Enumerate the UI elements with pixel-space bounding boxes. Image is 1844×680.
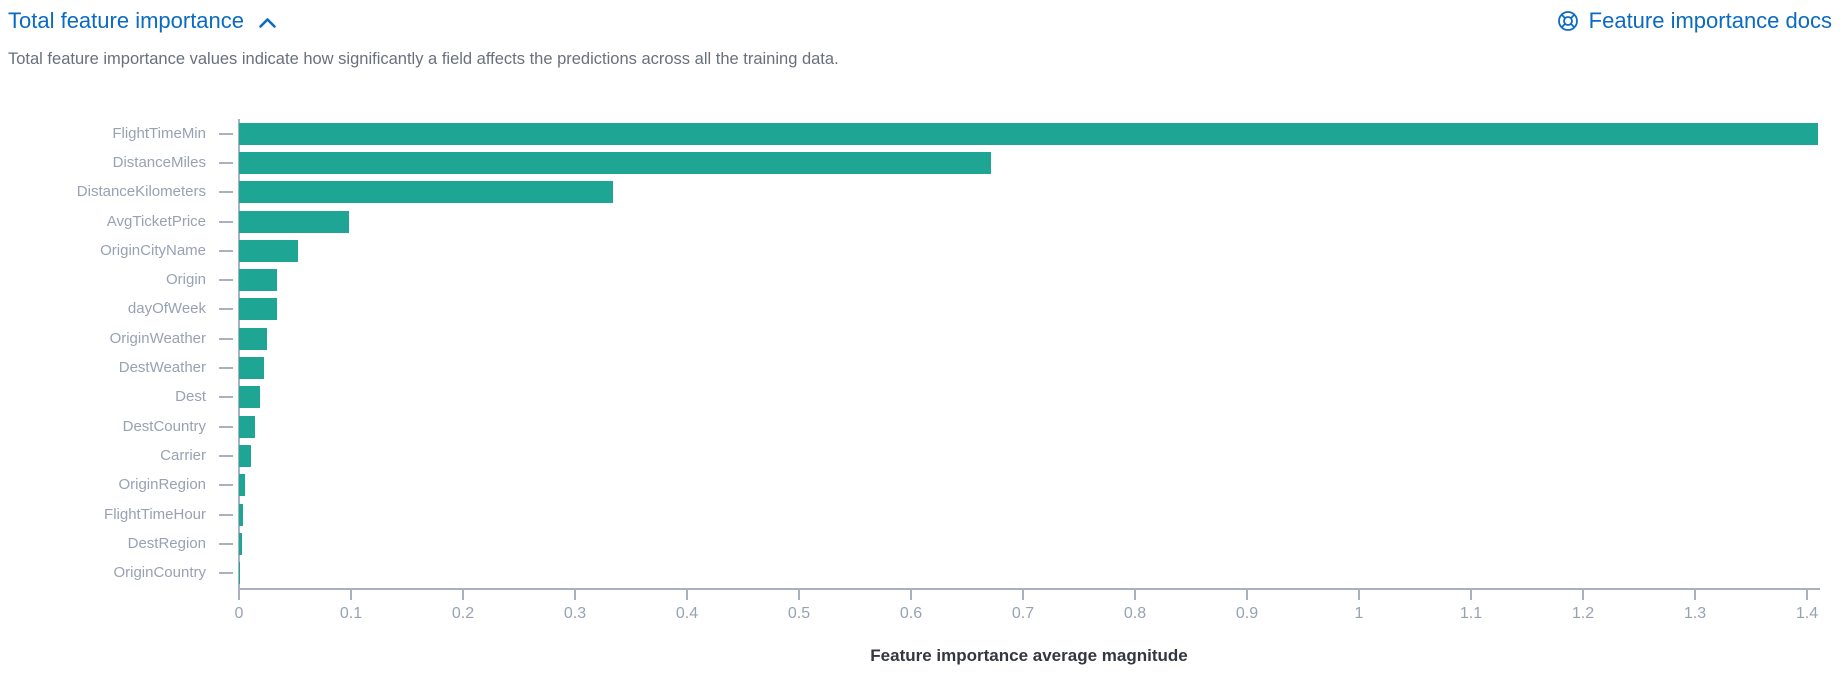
bar-Dest[interactable]: [239, 386, 261, 409]
y-axis-tick: [219, 425, 233, 428]
x-axis-tick-label: 1.2: [1571, 604, 1595, 622]
y-axis-tick: [219, 484, 233, 487]
x-axis-tick: [798, 587, 800, 600]
y-axis-label-OriginCityName: OriginCityName: [100, 241, 206, 259]
x-axis-tick: [1134, 587, 1136, 600]
y-axis-tick: [219, 220, 233, 223]
y-axis-label-Origin: Origin: [165, 271, 206, 289]
y-axis-line: [238, 119, 240, 588]
docs-link-label: Feature importance docs: [1588, 8, 1832, 33]
bar-DistanceMiles[interactable]: [239, 151, 991, 174]
bar-dayOfWeek[interactable]: [239, 298, 278, 321]
x-axis-tick: [350, 587, 352, 600]
x-axis-tick-label: 0: [234, 604, 244, 622]
y-axis-tick: [219, 279, 233, 282]
lifebuoy-icon: [1556, 9, 1580, 33]
y-axis-label-DestRegion: DestRegion: [127, 534, 206, 552]
y-axis-tick: [219, 191, 233, 194]
x-axis-tick-label: 0.3: [563, 604, 587, 622]
x-axis-tick: [1694, 587, 1696, 600]
x-axis-tick-label: 0.7: [1011, 604, 1035, 622]
y-axis-tick: [219, 572, 233, 575]
x-axis-line: [238, 587, 1820, 590]
y-axis-label-DestWeather: DestWeather: [118, 359, 206, 377]
bar-OriginRegion[interactable]: [239, 474, 245, 497]
y-axis-tick: [219, 367, 233, 370]
y-axis-label-FlightTimeMin: FlightTimeMin: [112, 124, 206, 142]
bar-OriginWeather[interactable]: [239, 327, 267, 350]
y-axis-label-DistanceKilometers: DistanceKilometers: [76, 183, 206, 201]
bar-DestRegion[interactable]: [239, 532, 243, 555]
x-axis-tick-label: 0.6: [899, 604, 923, 622]
x-axis-tick: [1022, 587, 1024, 600]
x-axis-tick-label: 1.4: [1795, 604, 1819, 622]
x-axis-tick-label: 0.5: [787, 604, 811, 622]
bar-FlightTimeMin[interactable]: [239, 122, 1819, 145]
x-axis-tick-label: 0.1: [339, 604, 363, 622]
x-axis-tick: [910, 587, 912, 600]
x-axis-tick-label: 1.1: [1459, 604, 1483, 622]
y-axis-tick: [219, 308, 233, 311]
bar-DestWeather[interactable]: [239, 357, 264, 380]
y-axis-tick: [219, 542, 233, 545]
y-axis-label-AvgTicketPrice: AvgTicketPrice: [106, 212, 206, 230]
x-axis-tick: [238, 587, 240, 600]
x-axis-tick-label: 0.9: [1235, 604, 1259, 622]
x-axis-tick: [1582, 587, 1584, 600]
y-axis-tick: [219, 454, 233, 457]
x-axis-tick: [462, 587, 464, 600]
page-title: Total feature importance: [8, 8, 245, 33]
x-axis-tick-label: 1.3: [1683, 604, 1707, 622]
bar-DistanceKilometers[interactable]: [239, 181, 614, 204]
chevron-up-icon[interactable]: [258, 16, 277, 30]
x-axis-tick-label: 0.4: [675, 604, 699, 622]
bar-Carrier[interactable]: [239, 444, 252, 467]
y-axis-tick: [219, 132, 233, 135]
y-axis-label-OriginWeather: OriginWeather: [109, 329, 206, 347]
x-axis-tick: [1470, 587, 1472, 600]
y-axis-tick: [219, 396, 233, 399]
bar-AvgTicketPrice[interactable]: [239, 210, 349, 233]
section-description: Total feature importance values indicate…: [8, 50, 839, 68]
x-axis-tick-label: 0.2: [451, 604, 475, 622]
x-axis-tick: [1358, 587, 1360, 600]
y-axis-tick: [219, 337, 233, 340]
y-axis-label-Carrier: Carrier: [160, 446, 206, 464]
x-axis-tick-label: 1: [1354, 604, 1364, 622]
x-axis-tick-label: 0.8: [1123, 604, 1147, 622]
x-axis-title: Feature importance average magnitude: [870, 645, 1188, 665]
y-axis-tick: [219, 513, 233, 516]
bar-FlightTimeHour[interactable]: [239, 503, 244, 526]
section-toggle[interactable]: Total feature importance: [8, 6, 277, 36]
y-axis-label-OriginCountry: OriginCountry: [113, 564, 206, 582]
y-axis-label-OriginRegion: OriginRegion: [118, 476, 206, 494]
y-axis-label-Dest: Dest: [175, 388, 206, 406]
bar-Origin[interactable]: [239, 269, 278, 292]
x-axis-tick: [1806, 587, 1808, 600]
x-axis-tick: [574, 587, 576, 600]
y-axis-label-DestCountry: DestCountry: [122, 417, 206, 435]
bar-OriginCityName[interactable]: [239, 239, 299, 262]
y-axis-label-FlightTimeHour: FlightTimeHour: [104, 505, 206, 523]
feature-importance-docs-link[interactable]: Feature importance docs: [1556, 6, 1832, 36]
y-axis-label-dayOfWeek: dayOfWeek: [127, 300, 206, 318]
section-header: Total feature importance Feature importa…: [0, 0, 1844, 36]
x-axis-tick: [686, 587, 688, 600]
y-axis-label-DistanceMiles: DistanceMiles: [112, 153, 206, 171]
x-axis-tick: [1246, 587, 1248, 600]
y-axis-tick: [219, 161, 233, 164]
bar-DestCountry[interactable]: [239, 415, 255, 438]
y-axis-tick: [219, 249, 233, 252]
bar-OriginCountry[interactable]: [239, 562, 240, 585]
